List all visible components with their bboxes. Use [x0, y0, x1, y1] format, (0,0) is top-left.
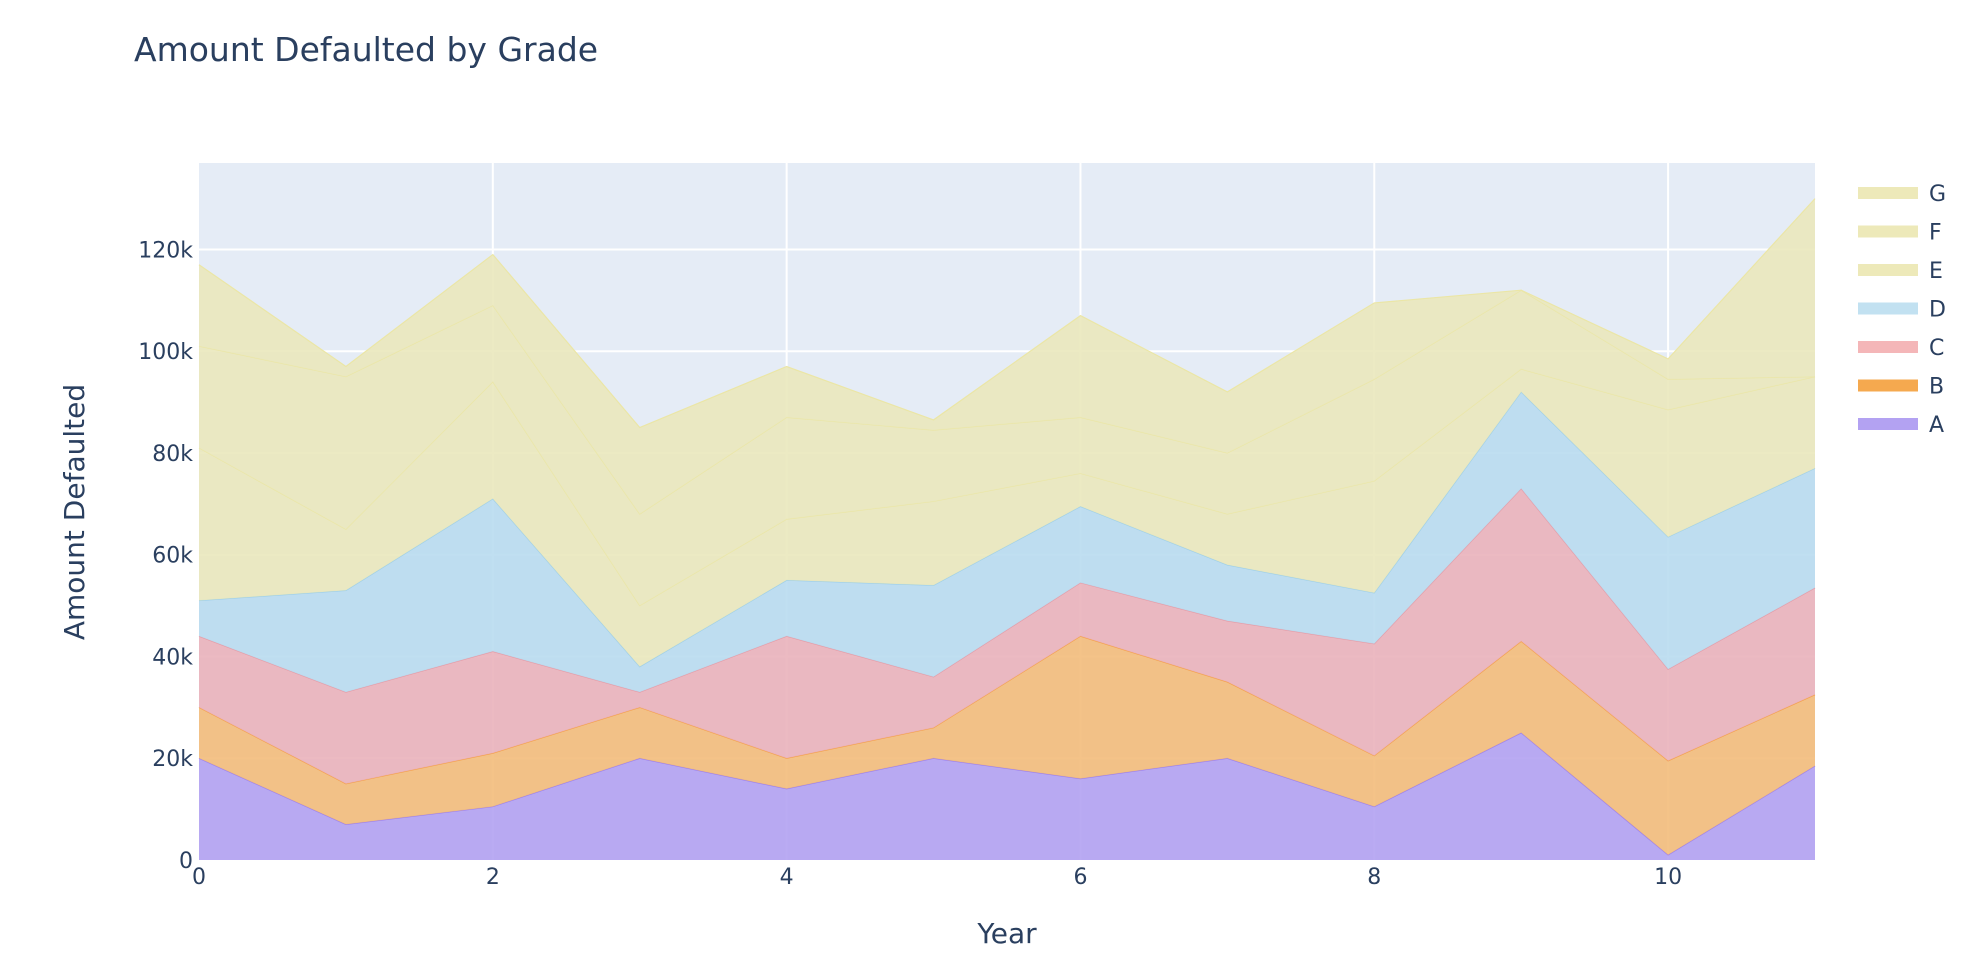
legend-swatch [1858, 379, 1918, 392]
legend-item-E[interactable]: E [1858, 259, 1943, 284]
legend-label: D [1929, 298, 1946, 323]
x-axis-title: Year [976, 917, 1037, 950]
legend-swatch [1858, 418, 1918, 430]
chart-title: Amount Defaulted by Grade [134, 30, 598, 69]
legend-label: C [1929, 336, 1944, 361]
y-tick-label: 80k [152, 442, 193, 467]
x-tick-label: 4 [780, 865, 794, 890]
y-tick-label: 120k [138, 238, 193, 263]
x-tick-label: 8 [1367, 865, 1381, 890]
series-line-B [198, 635, 1816, 785]
area-series-B [199, 636, 1815, 855]
y-tick-label: 20k [152, 747, 193, 772]
legend-item-A[interactable]: A [1858, 413, 1944, 438]
legend-item-B[interactable]: B [1858, 375, 1944, 400]
y-tick-label: 40k [152, 645, 193, 670]
y-axis-ticks: 0 20k 40k 60k 80k 100k 120k [138, 238, 193, 874]
legend-item-D[interactable]: D [1858, 298, 1946, 323]
series-line-C [198, 487, 1816, 693]
legend-item-F[interactable]: F [1858, 221, 1942, 246]
legend-swatch [1858, 264, 1918, 276]
y-tick-label: 0 [179, 849, 193, 874]
area-series-F [199, 290, 1815, 606]
legend-swatch [1858, 225, 1918, 238]
legend-label: E [1929, 259, 1943, 284]
y-tick-label: 100k [138, 340, 193, 365]
legend-swatch [1858, 341, 1918, 353]
legend-swatch [1858, 302, 1918, 315]
x-tick-label: 10 [1654, 865, 1682, 890]
area-series-C [199, 488, 1815, 784]
legend-swatch [1858, 187, 1918, 199]
legend-item-C[interactable]: C [1858, 336, 1944, 361]
y-tick-label: 60k [152, 544, 193, 569]
area-series-A [199, 732, 1815, 860]
x-axis-ticks: 0 2 4 6 8 10 [192, 865, 1682, 890]
area-series-D [199, 391, 1815, 693]
legend-item-G[interactable]: G [1858, 182, 1946, 207]
legend-label: F [1929, 221, 1942, 246]
series-line-G [198, 198, 1816, 429]
y-axis-title: Amount Defaulted [58, 384, 91, 640]
legend-label: B [1929, 375, 1944, 400]
legend-label: G [1929, 182, 1946, 207]
x-tick-label: 0 [192, 865, 206, 890]
x-tick-label: 6 [1073, 865, 1087, 890]
area-series-E [199, 369, 1815, 667]
x-tick-label: 2 [486, 865, 500, 890]
area-series-G [199, 198, 1815, 515]
stacked-areas [198, 198, 1816, 860]
legend-label: A [1929, 413, 1944, 438]
